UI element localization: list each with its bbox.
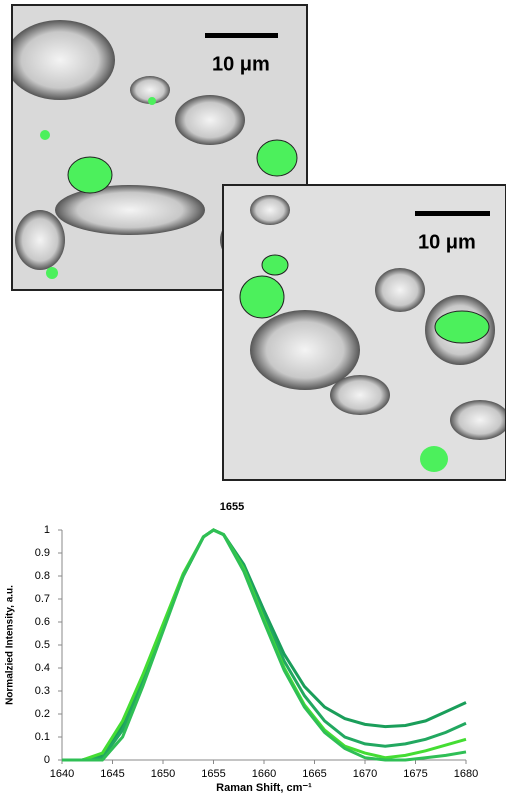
- y-tick-label: 0.5: [35, 639, 50, 651]
- x-tick-label: 1645: [100, 768, 124, 780]
- x-tick-label: 1680: [454, 768, 478, 780]
- y-tick-label: 0: [44, 754, 50, 766]
- x-tick-label: 1660: [252, 768, 276, 780]
- x-tick-label: 1670: [353, 768, 377, 780]
- x-tick-label: 1665: [302, 768, 326, 780]
- micrograph-2: [223, 185, 506, 480]
- x-tick-label: 1675: [403, 768, 427, 780]
- y-tick-label: 1: [44, 524, 50, 536]
- y-tick-label: 0.8: [35, 570, 50, 582]
- y-axis-label: Normalzied Intensity, a.u.: [5, 585, 16, 705]
- y-tick-label: 0.2: [35, 708, 50, 720]
- y-tick-label: 0.6: [35, 616, 50, 628]
- page: {"images": [{"scale_label": "10 μm"}, {"…: [0, 0, 506, 801]
- x-tick-label: 1655: [201, 768, 225, 780]
- series-line: [62, 530, 466, 760]
- x-tick-label: 1650: [151, 768, 175, 780]
- x-tick-label: 1640: [50, 768, 74, 780]
- y-tick-label: 0.9: [35, 547, 50, 559]
- scale-label: 10 μm: [212, 53, 270, 75]
- y-tick-label: 0.3: [35, 685, 50, 697]
- x-axis-label: Raman Shift, cm⁻¹: [216, 782, 312, 794]
- chart-title: 1655: [220, 501, 244, 513]
- y-tick-label: 0.4: [35, 662, 50, 674]
- scale-label: 10 μm: [418, 231, 476, 253]
- figure: 10 μm 10 μm 1655 Raman Shift, cm⁻¹ Norma…: [0, 0, 506, 801]
- y-tick-label: 0.7: [35, 593, 50, 605]
- y-tick-label: 0.1: [35, 731, 50, 743]
